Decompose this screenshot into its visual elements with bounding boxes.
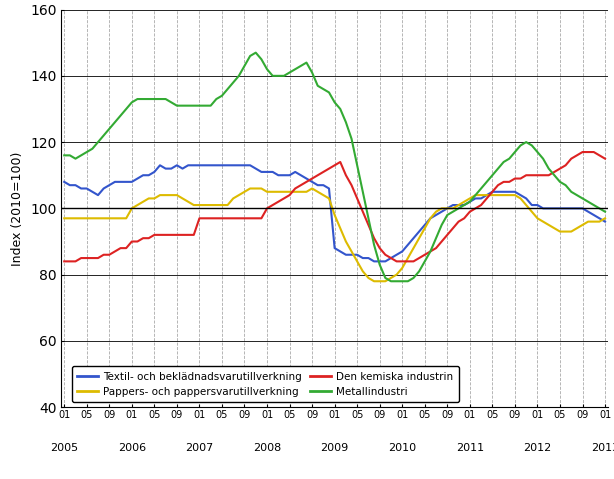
Text: 2013: 2013	[591, 443, 614, 453]
Text: 2009: 2009	[321, 443, 349, 453]
Text: 2011: 2011	[456, 443, 484, 453]
Text: 2010: 2010	[388, 443, 416, 453]
Text: 2012: 2012	[523, 443, 551, 453]
Legend: Textil- och beklädnadsvarutillverkning, Pappers- och pappersvarutillverkning, De: Textil- och beklädnadsvarutillverkning, …	[72, 366, 459, 402]
Y-axis label: Index (2010=100): Index (2010=100)	[12, 151, 25, 265]
Text: 2008: 2008	[253, 443, 281, 453]
Text: 2007: 2007	[185, 443, 214, 453]
Text: 2006: 2006	[118, 443, 146, 453]
Text: 2005: 2005	[50, 443, 78, 453]
